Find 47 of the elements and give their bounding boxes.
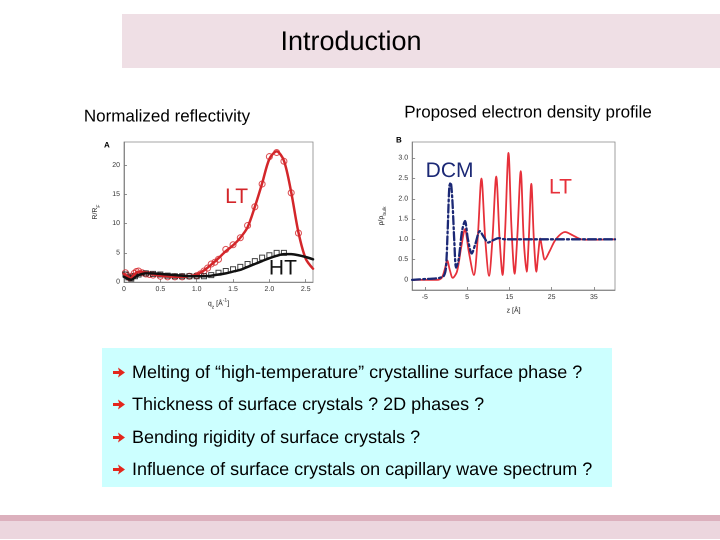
point bbox=[244, 222, 252, 229]
chart-title: Normalized reflectivity bbox=[84, 106, 251, 126]
point bbox=[280, 158, 288, 165]
point bbox=[274, 250, 280, 256]
text: Influence of surface crystals on capillary wave spectrum ? bbox=[132, 459, 592, 480]
series-label: HT bbox=[268, 256, 298, 280]
point bbox=[146, 271, 153, 278]
point bbox=[222, 246, 230, 253]
point bbox=[204, 264, 212, 272]
point bbox=[266, 153, 273, 160]
text: Thickness of surface crystals ? 2D phases ? bbox=[132, 394, 484, 416]
text: Melting of “high-temperature” crystalline surface phase ? bbox=[132, 362, 582, 383]
point bbox=[222, 268, 229, 274]
point bbox=[208, 260, 215, 268]
point bbox=[273, 149, 280, 156]
point bbox=[216, 270, 222, 276]
point bbox=[208, 272, 214, 278]
series-label: LT bbox=[549, 175, 572, 198]
text: A bbox=[104, 140, 110, 150]
point bbox=[215, 256, 222, 263]
point bbox=[236, 234, 244, 242]
series-label: LT bbox=[225, 184, 248, 208]
point bbox=[280, 250, 287, 256]
text: Introduction bbox=[280, 25, 422, 58]
point bbox=[122, 269, 129, 276]
point bbox=[230, 241, 237, 248]
point bbox=[135, 268, 142, 275]
point bbox=[294, 230, 302, 237]
line-series bbox=[410, 181, 616, 282]
series-label: DCM bbox=[426, 159, 474, 182]
point bbox=[259, 254, 266, 261]
point bbox=[288, 189, 295, 196]
text: Bending rigidity of surface crystals ? bbox=[132, 426, 420, 448]
point bbox=[132, 268, 140, 276]
point bbox=[122, 272, 128, 278]
text: B bbox=[396, 136, 402, 144]
point bbox=[237, 264, 244, 270]
point bbox=[252, 258, 258, 264]
point bbox=[244, 261, 251, 268]
point bbox=[230, 266, 236, 272]
point bbox=[251, 203, 258, 210]
point bbox=[211, 258, 218, 266]
point bbox=[258, 180, 266, 188]
chart-title: Proposed electron density profile bbox=[404, 102, 652, 122]
point bbox=[200, 268, 208, 275]
point bbox=[266, 252, 272, 258]
point bbox=[200, 273, 207, 280]
